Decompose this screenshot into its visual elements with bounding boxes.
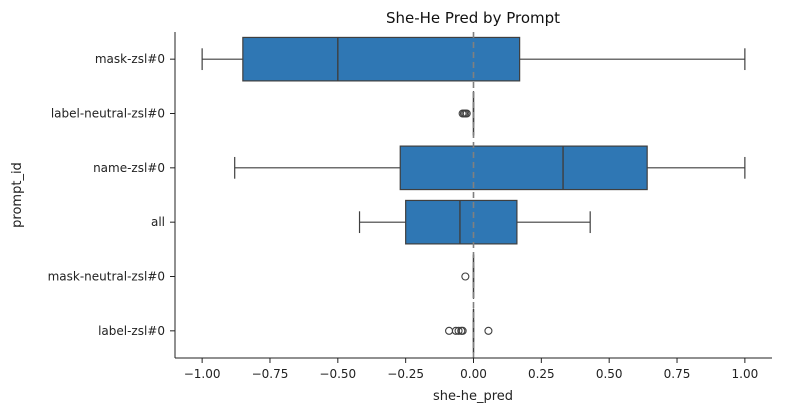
iqr-box — [242, 36, 521, 82]
outlier-point — [454, 326, 463, 335]
y-tick-label: label-neutral-zsl#0 — [51, 107, 165, 121]
y-axis-label: prompt_id — [10, 162, 25, 228]
y-tick-label: all — [151, 215, 165, 229]
x-tick-label: 0.75 — [664, 367, 691, 381]
y-tick-label: mask-zsl#0 — [95, 52, 165, 66]
box-group-all — [358, 199, 591, 245]
outlier-point — [445, 326, 454, 335]
y-tick-label: label-zsl#0 — [98, 324, 165, 338]
iqr-box — [399, 145, 648, 191]
x-tick-label: −0.25 — [387, 367, 424, 381]
chart-title: She-He Pred by Prompt — [386, 9, 560, 27]
x-tick-label: 0.25 — [528, 367, 555, 381]
x-tick-label: −0.75 — [252, 367, 289, 381]
x-tick-label: 0.50 — [596, 367, 623, 381]
box-group-mask-neutral-zsl#0 — [461, 254, 475, 299]
y-tick-label: name-zsl#0 — [93, 161, 165, 175]
x-tick-label: 1.00 — [732, 367, 759, 381]
box-group-label-neutral-zsl#0 — [458, 91, 475, 136]
y-tick-label: mask-neutral-zsl#0 — [48, 270, 165, 284]
x-tick-label: −0.50 — [319, 367, 356, 381]
outlier-point — [461, 272, 470, 281]
outlier-point — [462, 109, 471, 118]
x-tick-label: −1.00 — [184, 367, 221, 381]
x-tick-label: 0.00 — [460, 367, 487, 381]
x-tick-labels: −1.00 −0.75 −0.50 −0.25 0.00 0.25 0.50 0.75 1.00 — [184, 358, 758, 381]
outlier-point — [458, 326, 467, 335]
box-group-name-zsl#0 — [234, 145, 746, 191]
iqr-box — [405, 199, 518, 245]
x-axis-label: she-he_pred — [433, 389, 513, 404]
y-tick-labels: mask-zsl#0 label-neutral-zsl#0 name-zsl#0 a… — [48, 52, 175, 338]
box-group-label-zsl#0 — [445, 308, 493, 354]
outlier-point — [484, 326, 493, 335]
